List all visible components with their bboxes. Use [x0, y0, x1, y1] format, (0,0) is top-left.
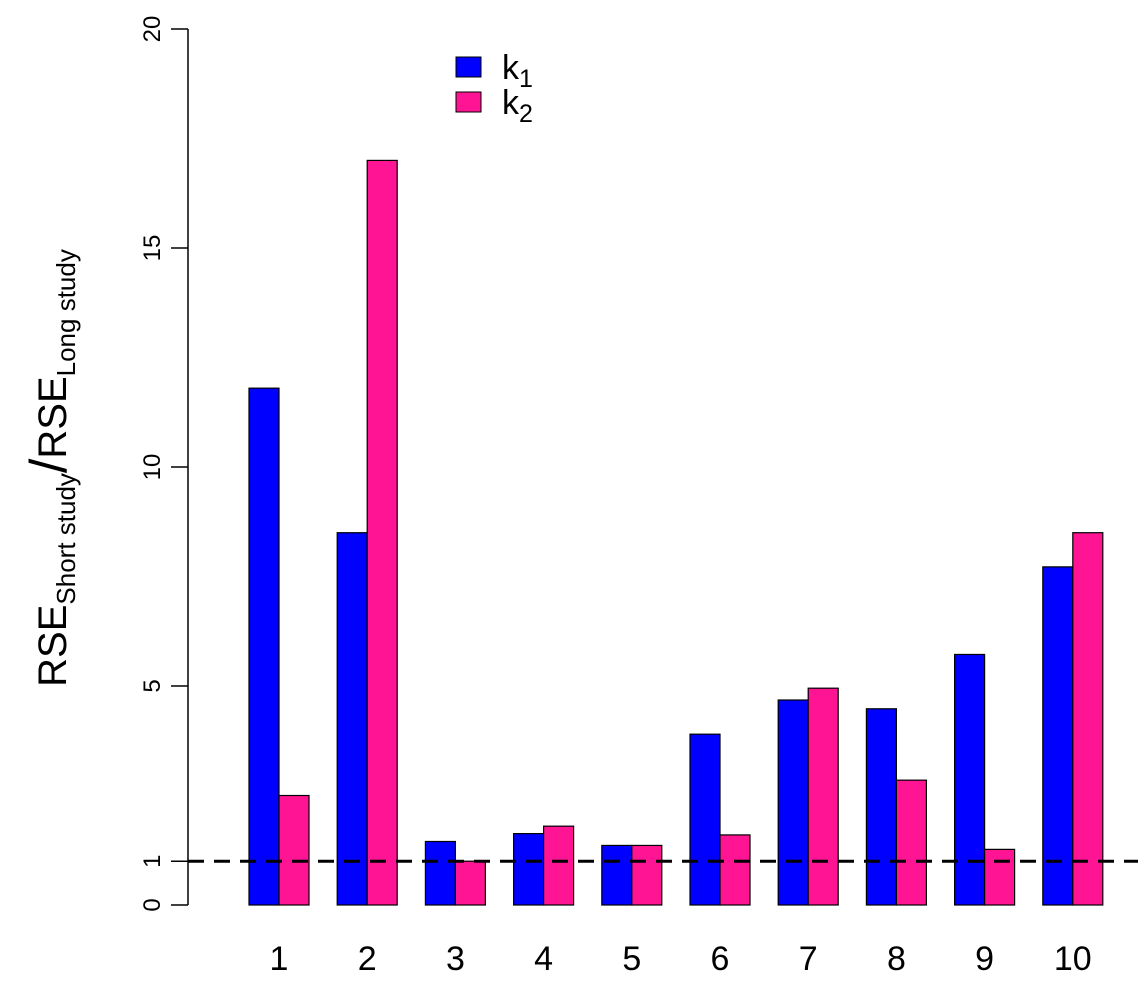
- bar-k1-7: [777, 699, 809, 906]
- legend-label-sub-k2: 2: [519, 100, 533, 128]
- bars: [248, 159, 1104, 906]
- bar-k2-9: [983, 848, 1016, 906]
- bar-k1-6: [689, 733, 721, 906]
- bar-k2-7: [807, 687, 839, 906]
- legend-label-k2: k2: [502, 84, 533, 128]
- y-label-denominator-sub: Long study: [51, 249, 81, 376]
- y-tick-label-2: 5: [139, 679, 166, 692]
- x-tick-label-4: 4: [534, 940, 553, 978]
- x-tick-label-10: 10: [1054, 940, 1092, 978]
- legend-label-main-k1: k: [502, 49, 520, 87]
- x-tick-label-9: 9: [975, 940, 994, 978]
- bar-k1-5: [601, 844, 633, 906]
- bar-k2-2: [366, 159, 398, 906]
- x-tick-label-1: 1: [270, 940, 289, 978]
- bar-k2-4: [542, 825, 575, 906]
- legend-label-sub-k1: 1: [519, 65, 533, 93]
- y-label-numerator: RSE: [31, 605, 75, 687]
- bar-k2-8: [895, 779, 928, 906]
- bar-k1-4: [512, 833, 545, 906]
- bar-k1-8: [865, 708, 898, 906]
- x-tick-label-3: 3: [446, 940, 465, 978]
- bar-k2-10: [1072, 532, 1104, 906]
- y-tick-label-1: 1: [139, 855, 166, 868]
- bar-k1-1: [248, 387, 280, 906]
- y-label-numerator-sub: Short study: [51, 473, 81, 605]
- x-tick-labels: 1 2 3 4 5 6 7 8 9 10: [270, 940, 1092, 978]
- bar-k1-3: [424, 840, 456, 906]
- bar-k2-6: [719, 834, 751, 906]
- legend-label-main-k2: k: [502, 84, 520, 122]
- legend-swatch-k1: [455, 56, 482, 78]
- x-tick-label-2: 2: [358, 940, 377, 978]
- y-label-separator: /: [20, 458, 78, 473]
- x-tick-label-8: 8: [887, 940, 906, 978]
- bar-k1-10: [1042, 566, 1074, 906]
- x-tick-label-7: 7: [799, 940, 818, 978]
- y-tick-label-4: 15: [139, 235, 166, 262]
- bar-k1-9: [953, 653, 986, 906]
- x-tick-label-5: 5: [622, 940, 641, 978]
- legend-swatch-k2: [455, 91, 482, 113]
- bar-k2-5: [631, 844, 663, 906]
- y-axis-label: RSEShort study/RSELong study: [20, 249, 81, 687]
- bar-k1-2: [336, 532, 368, 906]
- x-tick-label-6: 6: [711, 940, 730, 978]
- bar-k2-1: [278, 794, 310, 906]
- y-label-denominator: RSE: [31, 376, 75, 458]
- y-tick-label-3: 10: [139, 454, 166, 481]
- y-tick-label-5: 20: [139, 16, 166, 43]
- legend-label-k1: k1: [502, 49, 533, 93]
- y-tick-label-0: 0: [139, 898, 166, 911]
- bar-k2-3: [454, 860, 486, 906]
- y-axis-label-text: RSEShort study/RSELong study: [20, 249, 81, 687]
